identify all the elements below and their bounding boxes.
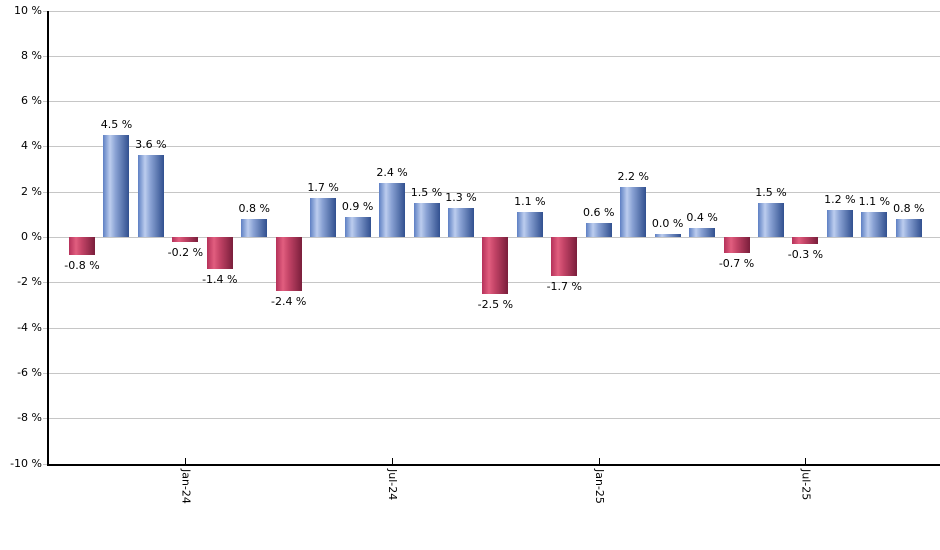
bar <box>723 237 750 253</box>
y-axis-tick <box>43 282 47 284</box>
x-axis-tick-label: Jan-24 <box>179 468 193 504</box>
y-axis-tick <box>43 101 47 103</box>
x-axis-tick-label: Jul-25 <box>799 468 813 500</box>
y-axis-tick-label: -4 % <box>17 320 42 334</box>
bar <box>551 237 578 276</box>
bar <box>344 216 371 237</box>
y-axis-line <box>47 10 49 466</box>
y-axis-tick <box>43 463 47 465</box>
bar <box>69 237 95 256</box>
y-axis-tick <box>43 55 47 57</box>
bar-value-label: 1.7 % <box>307 181 339 195</box>
bar <box>758 203 784 237</box>
bar <box>861 212 888 237</box>
bar <box>413 203 440 237</box>
y-axis-tick-label: 4 % <box>21 139 42 153</box>
gridline <box>49 372 940 374</box>
gridline <box>49 146 940 148</box>
bar <box>792 237 819 244</box>
gridline <box>49 55 940 57</box>
bar <box>206 237 233 269</box>
y-axis-tick <box>43 372 47 374</box>
bar-value-label: 3.6 % <box>135 138 167 152</box>
gridline <box>49 191 940 193</box>
bar-value-label: -0.2 % <box>167 245 204 259</box>
x-axis-tick <box>805 457 807 464</box>
bar-value-label: 1.5 % <box>755 186 787 200</box>
bar-value-label: 1.2 % <box>824 192 856 206</box>
y-axis-tick <box>43 237 47 238</box>
bar-value-label: 1.3 % <box>445 190 477 204</box>
bar-value-label: -1.7 % <box>546 279 583 293</box>
x-axis-tick-label: Jan-25 <box>592 468 606 504</box>
y-axis-tick <box>43 10 47 12</box>
bar <box>654 234 681 237</box>
bar-value-label: -2.5 % <box>477 297 514 311</box>
bar <box>895 218 922 237</box>
bar-value-label: -0.3 % <box>787 247 824 261</box>
bar <box>310 198 337 237</box>
x-axis-tick-label: Jul-24 <box>386 468 400 500</box>
gridline <box>49 10 940 12</box>
bar <box>275 237 302 292</box>
bar <box>137 155 164 237</box>
y-axis-tick-label: 8 % <box>21 48 42 62</box>
bar-value-label: 1.1 % <box>514 195 546 209</box>
bar <box>689 227 716 237</box>
bar-value-label: 0.8 % <box>238 201 270 215</box>
bar <box>447 207 474 237</box>
x-axis-tick <box>598 457 600 464</box>
x-axis-line <box>47 463 940 466</box>
y-axis-tick-label: 10 % <box>14 3 42 17</box>
y-axis-tick-label: 6 % <box>21 94 42 108</box>
y-axis-tick-label: -2 % <box>17 275 42 289</box>
y-axis-tick <box>43 418 47 420</box>
y-axis-tick-label: -8 % <box>17 411 42 425</box>
y-axis-tick-label: 0 % <box>21 230 42 243</box>
gridline <box>49 418 940 420</box>
gridline <box>49 101 940 103</box>
bar-value-label: 0.4 % <box>686 210 718 224</box>
x-axis-tick <box>392 457 394 464</box>
y-axis-tick-label: -6 % <box>17 365 42 379</box>
gridline <box>49 327 940 329</box>
bar <box>241 218 268 237</box>
bar-value-label: 0.6 % <box>583 206 615 220</box>
bar-value-label: 0.0 % <box>651 217 684 230</box>
bar-value-label: 4.5 % <box>100 118 133 132</box>
bar <box>516 212 543 237</box>
y-axis-tick <box>43 327 47 329</box>
y-axis-tick <box>43 146 47 148</box>
y-axis-tick <box>43 191 47 193</box>
x-axis-tick <box>185 457 187 464</box>
bar-value-label: 2.4 % <box>376 165 408 179</box>
bar <box>482 237 509 294</box>
y-axis-tick-label: -10 % <box>10 456 42 470</box>
bar <box>172 237 199 242</box>
bar-value-label: 0.9 % <box>341 199 374 213</box>
bar <box>585 223 612 237</box>
bar-value-label: -2.4 % <box>270 295 307 309</box>
bar-value-label: 0.8 % <box>893 201 925 215</box>
y-axis-tick-label: 2 % <box>21 184 42 198</box>
bar-value-label: -1.4 % <box>202 272 238 286</box>
bar <box>620 187 647 237</box>
bar-value-label: 2.2 % <box>617 170 649 184</box>
bar-value-label: 1.5 % <box>410 186 443 200</box>
bar <box>826 209 853 237</box>
bar <box>103 135 130 237</box>
bar-value-label: -0.8 % <box>64 259 100 273</box>
bar-value-label: -0.7 % <box>718 256 755 270</box>
bar-value-label: 1.1 % <box>858 195 891 209</box>
bar <box>379 182 406 237</box>
